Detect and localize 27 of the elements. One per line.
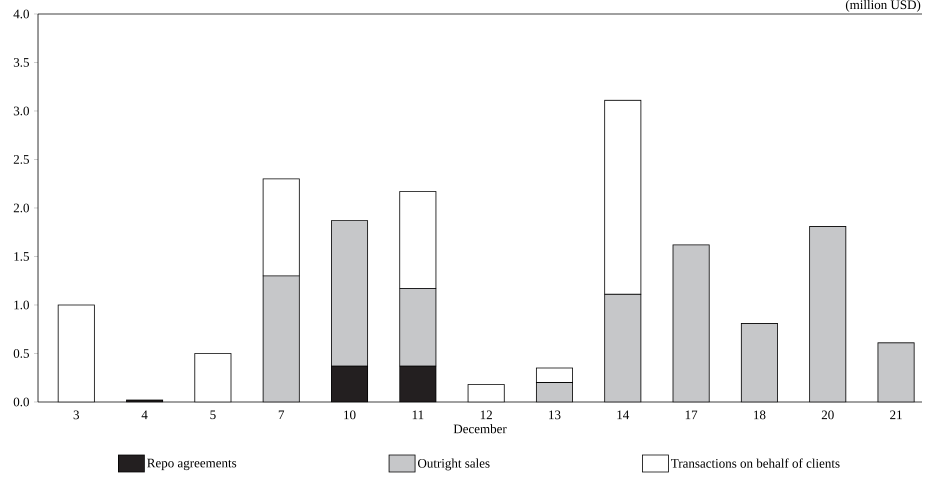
legend-label: Repo agreements — [147, 458, 236, 470]
x-tick-label: 10 — [344, 410, 356, 420]
y-tick-label: 4.0 — [13, 10, 29, 18]
x-tick-label: 21 — [890, 410, 902, 420]
y-tick-label: 0.5 — [14, 349, 29, 358]
legend-label: Outright sales — [418, 458, 490, 470]
y-tick-label: 0.0 — [14, 398, 29, 406]
text: (million USD) — [846, 0, 920, 12]
x-tick-label: 12 — [480, 410, 492, 420]
x-tick-label: 20 — [822, 410, 834, 420]
x-axis-title: December — [454, 424, 507, 434]
y-tick-label: 1.0 — [14, 300, 29, 310]
x-tick-label: 18 — [754, 410, 766, 420]
x-tick-label: 13 — [549, 410, 560, 420]
x-tick-label: 11 — [412, 410, 424, 420]
x-tick-label: 4 — [142, 410, 148, 420]
x-tick-label: 14 — [617, 410, 630, 420]
y-tick-label: 1.5 — [14, 252, 29, 261]
y-tick-label: 3.5 — [14, 58, 29, 67]
x-tick-label: 5 — [210, 410, 216, 420]
x-tick-label: 3 — [74, 410, 80, 420]
y-tick-label: 2.5 — [14, 155, 29, 164]
y-tick-label: 3.0 — [14, 106, 29, 116]
x-tick-label: 17 — [686, 410, 698, 420]
y-tick-label: 2.0 — [14, 204, 29, 212]
x-tick-label: 7 — [278, 410, 284, 420]
legend-label: Transactions on behalf of clients — [671, 458, 840, 468]
